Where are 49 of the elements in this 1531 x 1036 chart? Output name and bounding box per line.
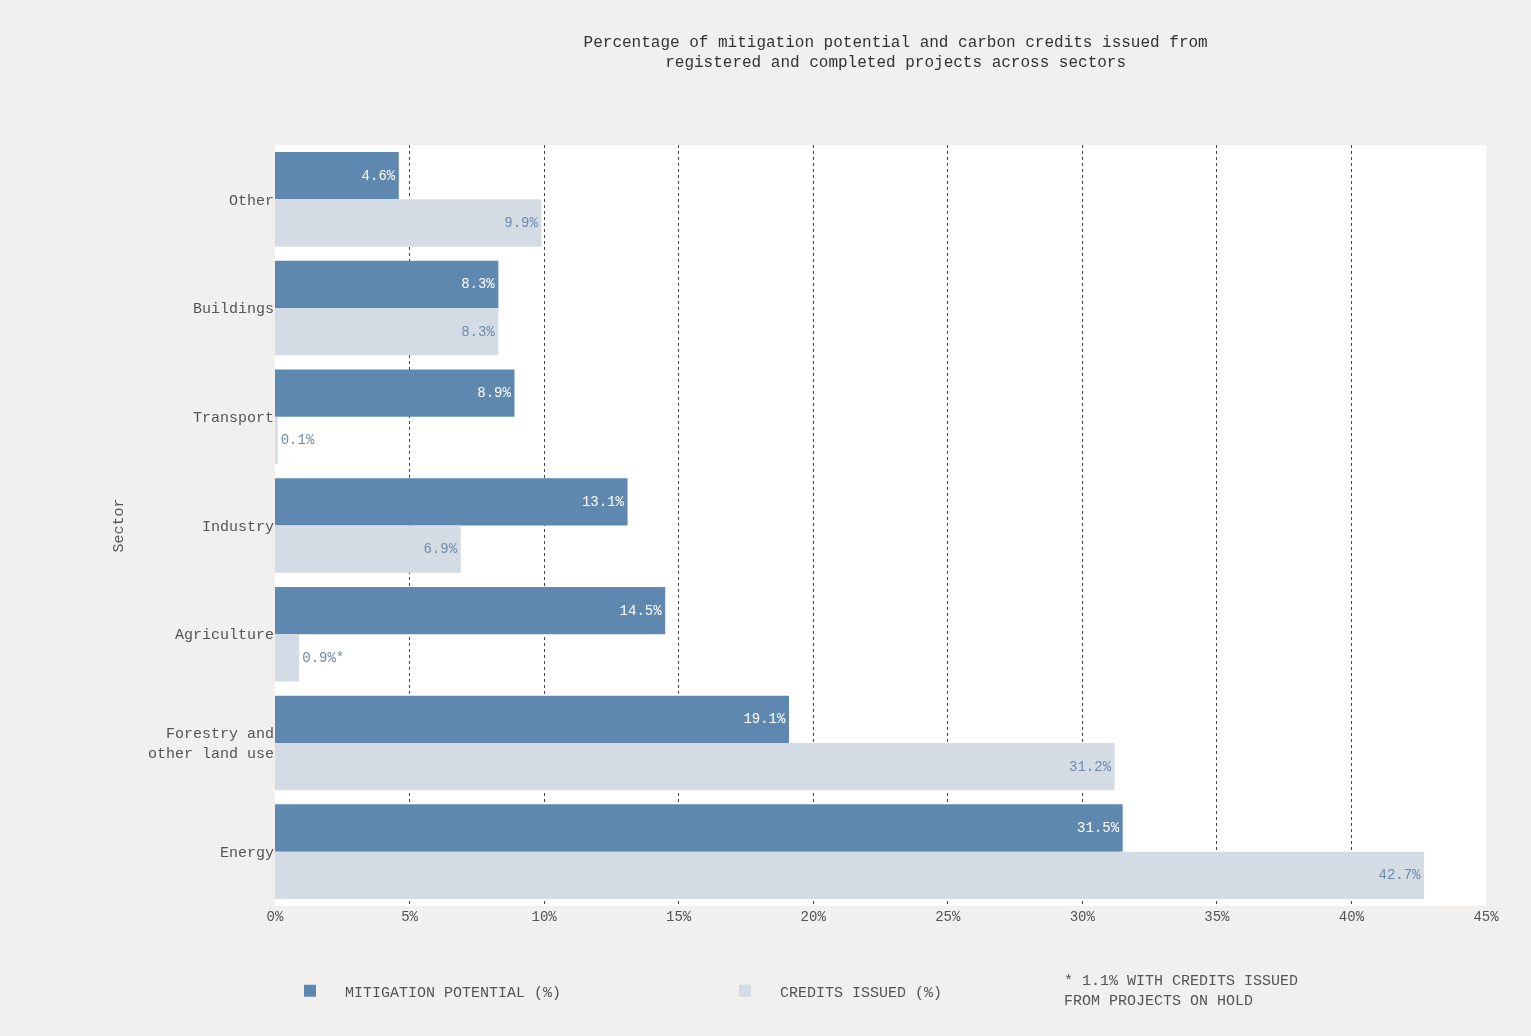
- y-tick-label: Other: [228, 192, 274, 210]
- data-label: 13.1%: [581, 493, 625, 510]
- data-label: 14.5%: [619, 602, 663, 619]
- x-tick-label: 5%: [401, 909, 419, 925]
- bar: [275, 260, 499, 309]
- data-label: 42.7%: [1378, 867, 1422, 884]
- y-tick-label: Transport: [192, 410, 274, 428]
- bar: [275, 199, 542, 247]
- data-label: 0.1%: [280, 432, 315, 449]
- y-tick-label: Agriculture: [174, 627, 274, 645]
- x-tick-label: 0%: [266, 909, 284, 925]
- data-label: 8.9%: [477, 385, 512, 402]
- bar: [275, 152, 399, 200]
- data-label: 8.3%: [461, 323, 496, 340]
- data-label: 31.2%: [1069, 758, 1112, 775]
- bar: [275, 804, 1123, 852]
- y-tick-label: Forestry and other land use: [147, 726, 274, 763]
- y-tick-label: Buildings: [192, 301, 274, 319]
- legend-label: MITIGATION POTENTIAL (%): [345, 984, 562, 1002]
- data-label: 31.5%: [1077, 819, 1120, 836]
- bar: [275, 851, 1425, 899]
- data-label: 19.1%: [743, 711, 786, 728]
- data-label: 6.9%: [423, 541, 458, 558]
- bar: [275, 369, 515, 417]
- x-tick-label: 30%: [1069, 909, 1096, 925]
- y-tick-label: Industry: [201, 518, 274, 536]
- bar: [275, 695, 789, 743]
- legend-label: CREDITS ISSUED (%): [780, 984, 943, 1002]
- data-label: 0.9%*: [302, 649, 345, 666]
- data-label: 8.3%: [461, 276, 496, 293]
- data-label: 9.9%: [504, 215, 539, 232]
- x-tick-label: 10%: [531, 909, 558, 925]
- x-tick-label: 20%: [800, 909, 827, 925]
- x-tick-label: 25%: [935, 909, 961, 925]
- x-tick-label: 45%: [1473, 909, 1500, 925]
- x-tick-label: 35%: [1204, 909, 1231, 925]
- text: * 1.1% WITH CREDITS ISSUED FROM PROJECTS ON HOLD: [1064, 973, 1299, 1010]
- chart-title: Percentage of mitigation potential and carbon credits issued from registered and completed projects across sectors: [583, 33, 1208, 73]
- y-axis-title: Sector: [111, 498, 129, 553]
- bar: [275, 478, 628, 526]
- bar: [275, 634, 300, 682]
- x-tick-label: 15%: [666, 909, 692, 925]
- bar: [275, 742, 1115, 791]
- data-label: 4.6%: [361, 167, 396, 184]
- x-tick-label: 40%: [1338, 909, 1365, 925]
- bar: [275, 308, 499, 356]
- y-tick-label: Energy: [219, 844, 274, 862]
- bar: [275, 525, 461, 573]
- bar: [275, 586, 666, 635]
